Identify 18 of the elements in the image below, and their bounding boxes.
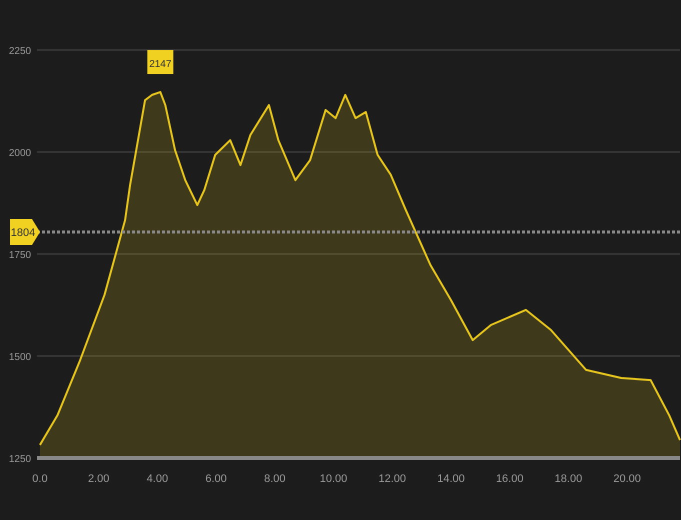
x-tick-label: 18.00 — [554, 473, 582, 485]
y-tick-label: 1500 — [8, 352, 32, 363]
x-tick-label: 8.00 — [264, 473, 286, 485]
x-tick-label: 16.00 — [496, 473, 524, 485]
annotation: 2147 — [149, 59, 172, 70]
y-tick-label: 2250 — [8, 46, 32, 57]
x-tick-label: 10.00 — [320, 473, 348, 485]
ref-line-label: 1804 — [10, 226, 36, 239]
y-tick-label: 2000 — [8, 148, 32, 159]
x-tick-label: 2.00 — [88, 473, 110, 485]
x-tick-label: 20.00 — [613, 473, 641, 485]
x-tick-label: 4.00 — [146, 473, 168, 485]
x-tick-label: 12.00 — [378, 473, 406, 485]
x-tick-label: 6.00 — [205, 473, 227, 485]
x-tick-label: 14.00 — [437, 473, 465, 485]
y-tick-label: 1750 — [8, 250, 32, 261]
y-tick-label: 1250 — [8, 454, 32, 465]
x-tick-label: 0.0 — [32, 473, 48, 485]
